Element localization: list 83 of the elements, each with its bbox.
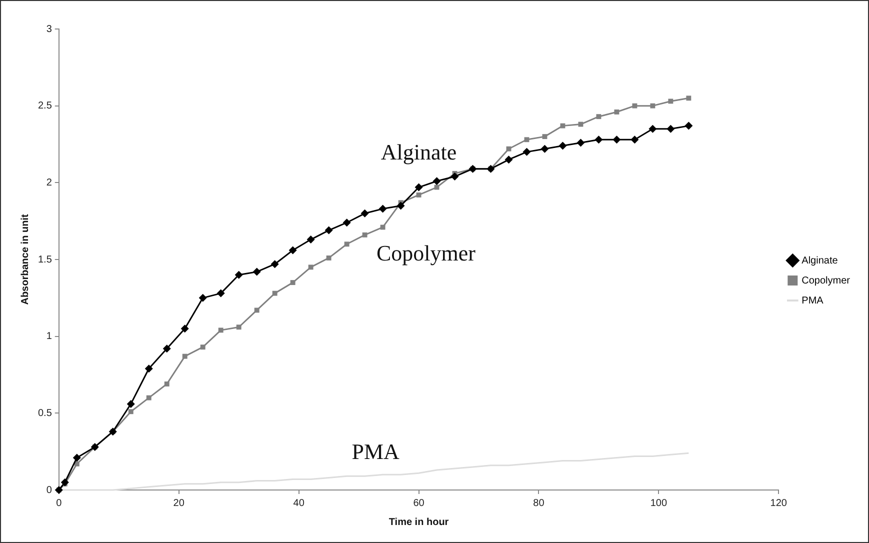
point bbox=[162, 344, 171, 353]
x-tick-label: 40 bbox=[293, 498, 305, 509]
point bbox=[380, 224, 386, 230]
point bbox=[74, 461, 80, 466]
x-tick-label: 0 bbox=[56, 498, 62, 509]
point bbox=[450, 172, 459, 181]
point bbox=[324, 226, 333, 234]
point bbox=[308, 264, 314, 270]
y-tick-label: 0 bbox=[46, 484, 52, 496]
point bbox=[146, 395, 152, 400]
point bbox=[254, 308, 260, 313]
y-tick-label: 1 bbox=[46, 331, 52, 342]
x-tick-label: 120 bbox=[770, 498, 788, 509]
point bbox=[614, 110, 620, 114]
point bbox=[542, 134, 548, 140]
annotation: Copolymer bbox=[376, 240, 476, 266]
point bbox=[236, 324, 242, 330]
point bbox=[144, 364, 153, 373]
x-tick-label: 100 bbox=[650, 498, 668, 509]
point bbox=[650, 103, 656, 108]
point bbox=[60, 478, 69, 486]
point bbox=[198, 294, 207, 302]
point bbox=[416, 192, 422, 198]
point bbox=[396, 202, 405, 210]
point bbox=[576, 138, 585, 147]
point bbox=[666, 124, 675, 133]
y-tick-label: 2 bbox=[46, 177, 52, 188]
point bbox=[306, 236, 315, 244]
point bbox=[344, 242, 350, 247]
point bbox=[684, 122, 693, 130]
y-tick-label: 2.5 bbox=[38, 100, 52, 112]
legend-label: Copolymer bbox=[802, 275, 851, 286]
point bbox=[218, 328, 224, 333]
point bbox=[270, 260, 279, 268]
point bbox=[432, 177, 441, 186]
point bbox=[326, 255, 332, 260]
x-tick-label: 80 bbox=[533, 498, 545, 509]
point bbox=[362, 232, 368, 238]
point bbox=[522, 148, 531, 156]
point bbox=[164, 381, 170, 386]
point bbox=[648, 124, 657, 133]
point bbox=[216, 289, 225, 298]
point bbox=[506, 146, 512, 152]
annotation: Alginate bbox=[380, 139, 457, 164]
x-tick-label: 20 bbox=[173, 498, 185, 509]
point bbox=[360, 209, 369, 218]
point bbox=[342, 218, 351, 227]
x-tick-label: 60 bbox=[413, 498, 425, 509]
point bbox=[252, 268, 261, 276]
point bbox=[558, 142, 567, 150]
point bbox=[504, 156, 513, 164]
point bbox=[414, 183, 423, 192]
point bbox=[596, 114, 602, 120]
point bbox=[612, 136, 621, 144]
annotation: PMA bbox=[352, 438, 400, 464]
y-axis-title: Absorbance in unit bbox=[20, 214, 31, 305]
point bbox=[686, 96, 692, 101]
y-tick-label: 0.5 bbox=[38, 408, 52, 419]
point bbox=[632, 103, 638, 108]
legend-label: PMA bbox=[802, 295, 824, 306]
point bbox=[288, 246, 297, 254]
point bbox=[126, 400, 135, 408]
point bbox=[578, 122, 584, 127]
point bbox=[540, 144, 549, 153]
point bbox=[434, 184, 440, 190]
y-tick-label: 3 bbox=[46, 24, 52, 35]
point bbox=[630, 136, 639, 144]
x-axis-title: Time in hour bbox=[388, 516, 449, 528]
y-tick-label: 1.5 bbox=[38, 254, 52, 266]
point bbox=[560, 123, 566, 128]
point bbox=[234, 270, 243, 279]
point bbox=[272, 290, 278, 296]
point bbox=[594, 136, 603, 144]
point bbox=[200, 344, 206, 350]
point bbox=[180, 324, 189, 333]
point bbox=[378, 204, 387, 213]
point bbox=[182, 354, 188, 359]
point bbox=[668, 98, 674, 104]
point bbox=[524, 137, 530, 142]
point bbox=[290, 280, 296, 286]
point bbox=[128, 409, 134, 414]
point bbox=[72, 454, 81, 462]
legend-label: Alginate bbox=[802, 255, 838, 266]
